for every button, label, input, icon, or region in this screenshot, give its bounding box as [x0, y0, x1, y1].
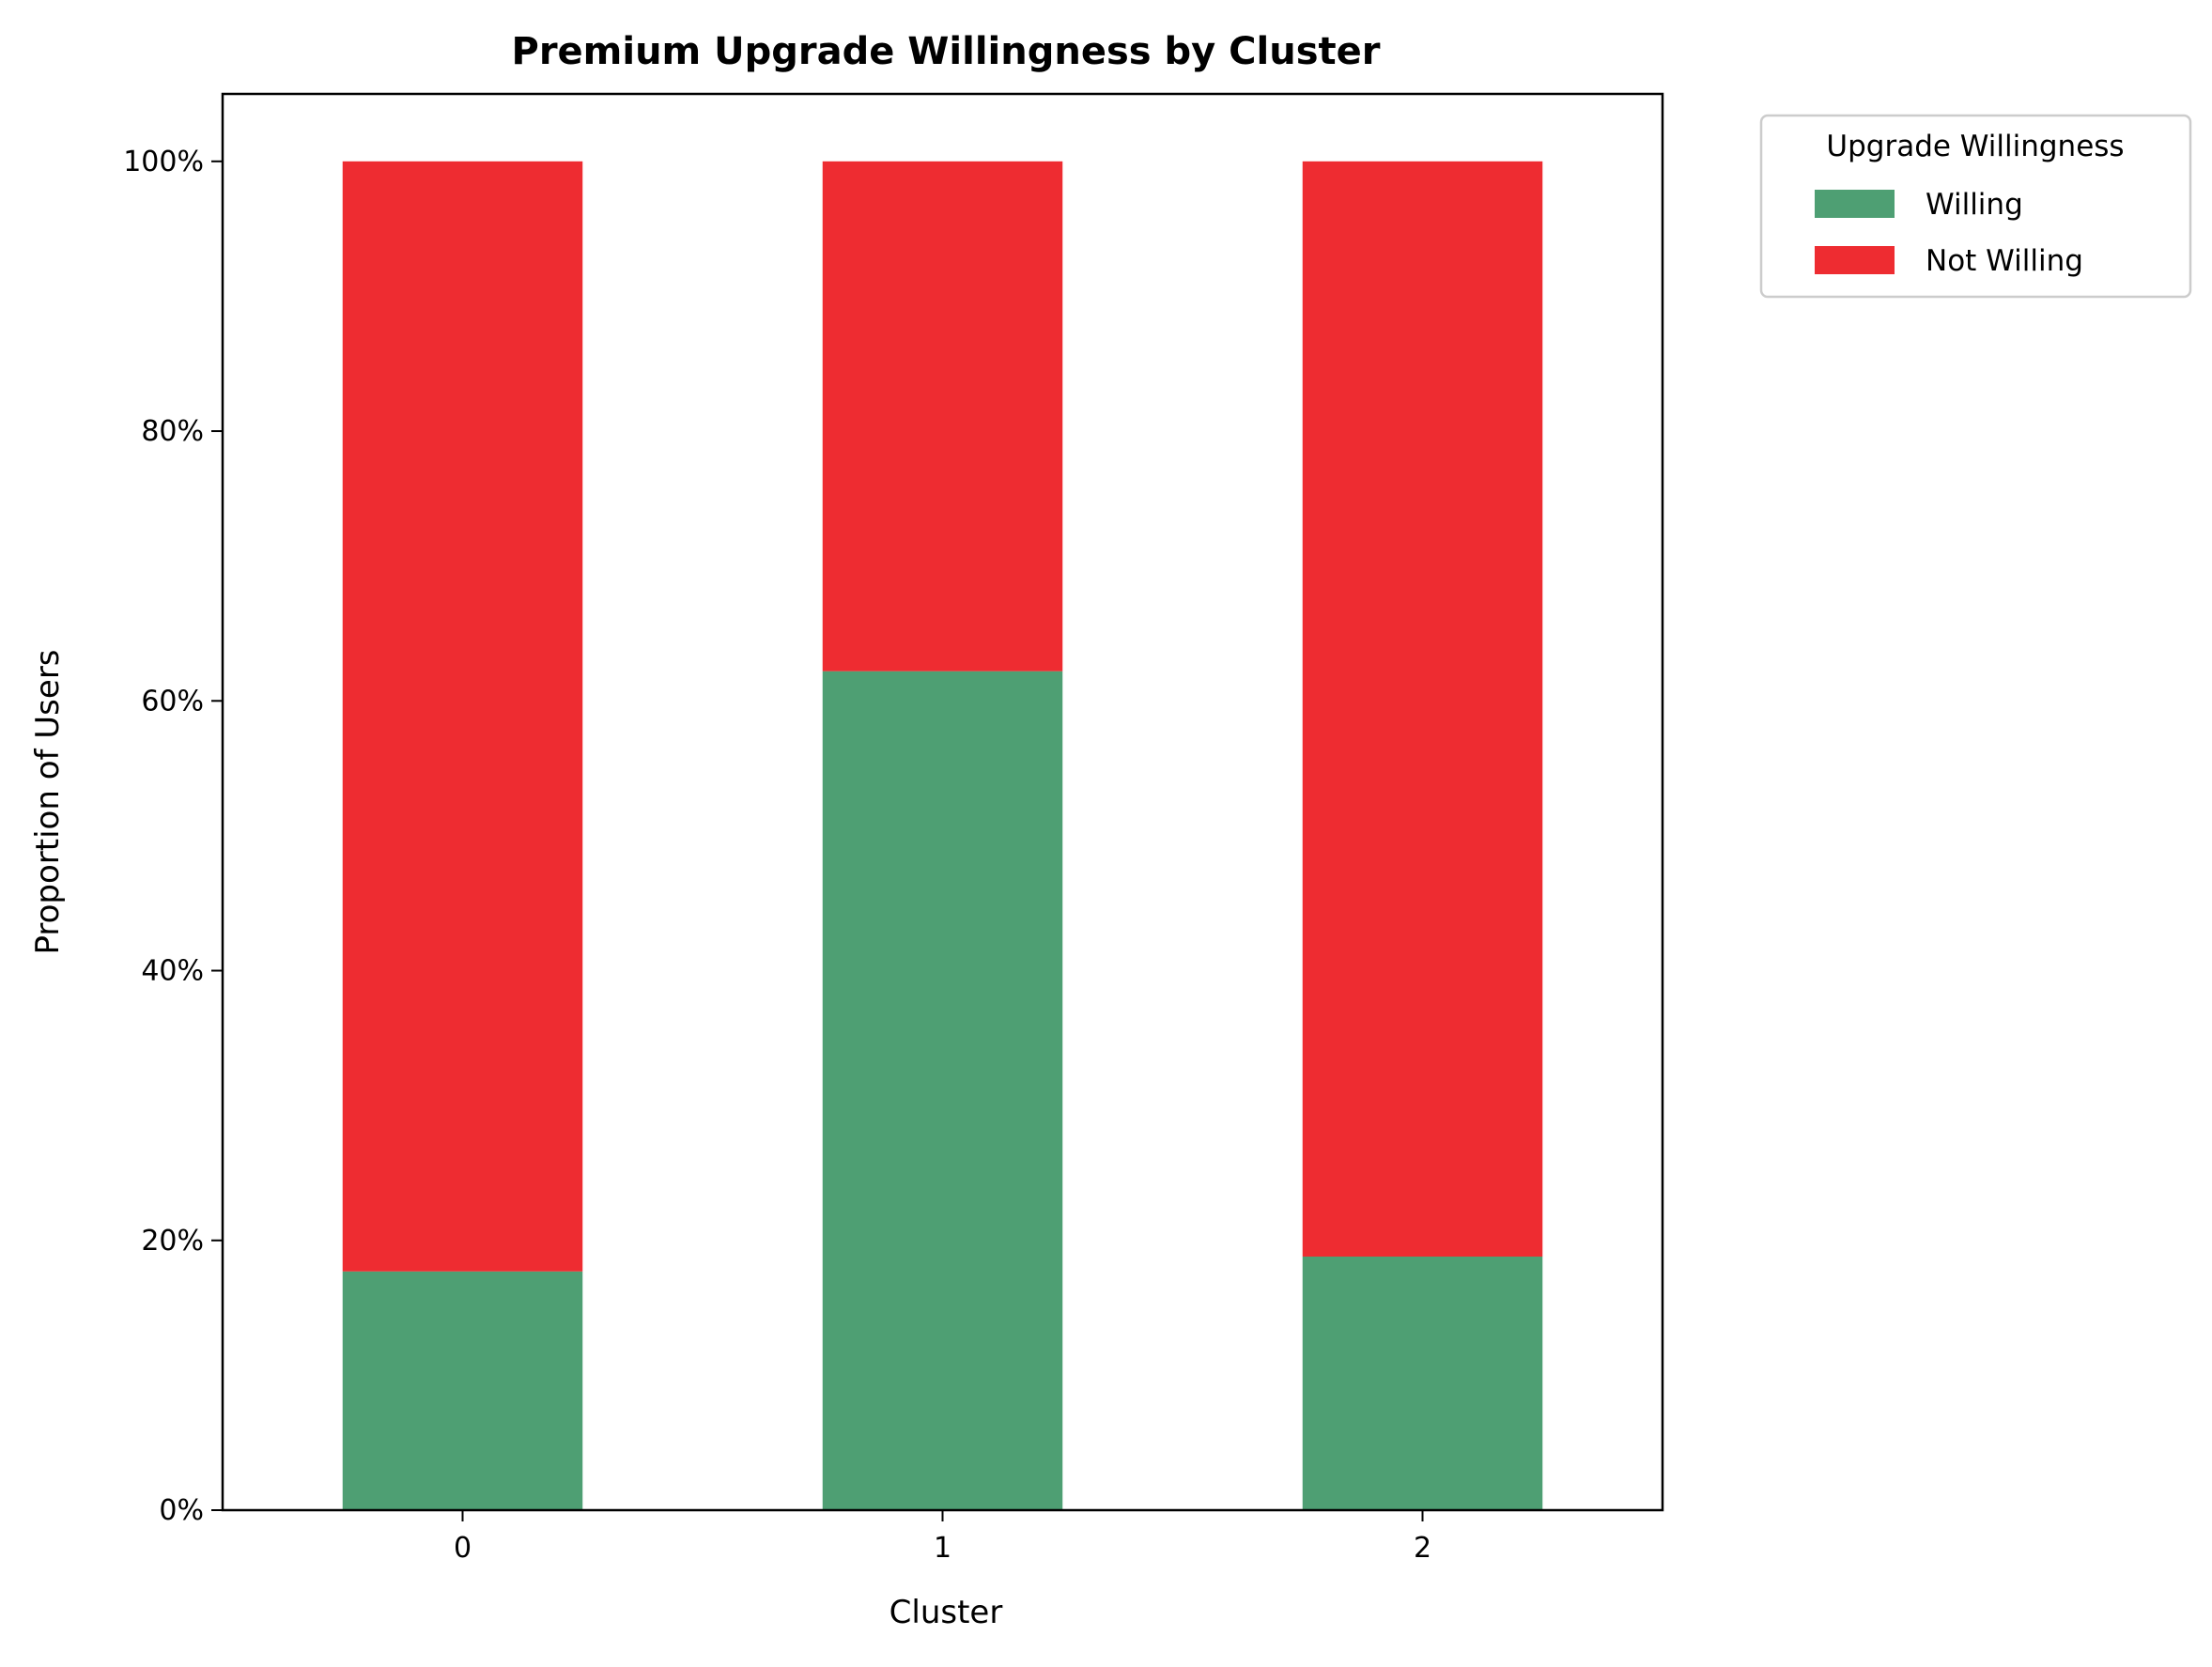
x-axis-label: Cluster [889, 1594, 1003, 1631]
bar-not-willing-cluster-0 [342, 161, 583, 1272]
x-tick-label: 2 [1414, 1532, 1431, 1565]
x-tick-label: 1 [934, 1532, 951, 1565]
y-tick-label: 40% [141, 955, 204, 988]
bar-series-group [342, 161, 1543, 1510]
legend-label-willing: Willing [1926, 188, 2023, 222]
legend: Upgrade Willingness Willing Not Willing [1759, 114, 2192, 299]
y-tick-label: 0% [159, 1494, 204, 1527]
bar-willing-cluster-1 [822, 671, 1063, 1510]
y-axis-ticks: 0% 20% 40% 60% 80% 100% [123, 146, 223, 1527]
x-axis-ticks: 0 1 2 [454, 1510, 1431, 1565]
bar-willing-cluster-2 [1302, 1256, 1543, 1510]
y-tick-label: 80% [141, 415, 204, 448]
bar-not-willing-cluster-2 [1302, 161, 1543, 1257]
y-tick-label: 100% [123, 146, 204, 178]
legend-label-not-willing: Not Willing [1926, 244, 2083, 278]
y-axis-label: Proportion of Users [29, 649, 67, 954]
y-tick-label: 20% [141, 1225, 204, 1258]
legend-swatch-willing [1815, 190, 1895, 218]
legend-swatch-not-willing [1815, 246, 1895, 274]
x-tick-label: 0 [454, 1532, 472, 1565]
y-tick-label: 60% [141, 685, 204, 718]
legend-title: Upgrade Willingness [1826, 130, 2124, 163]
bar-willing-cluster-0 [342, 1271, 583, 1510]
chart-title: Premium Upgrade Willingness by Cluster [512, 30, 1381, 73]
plot-frame [221, 92, 1664, 1512]
bar-not-willing-cluster-1 [822, 161, 1063, 671]
